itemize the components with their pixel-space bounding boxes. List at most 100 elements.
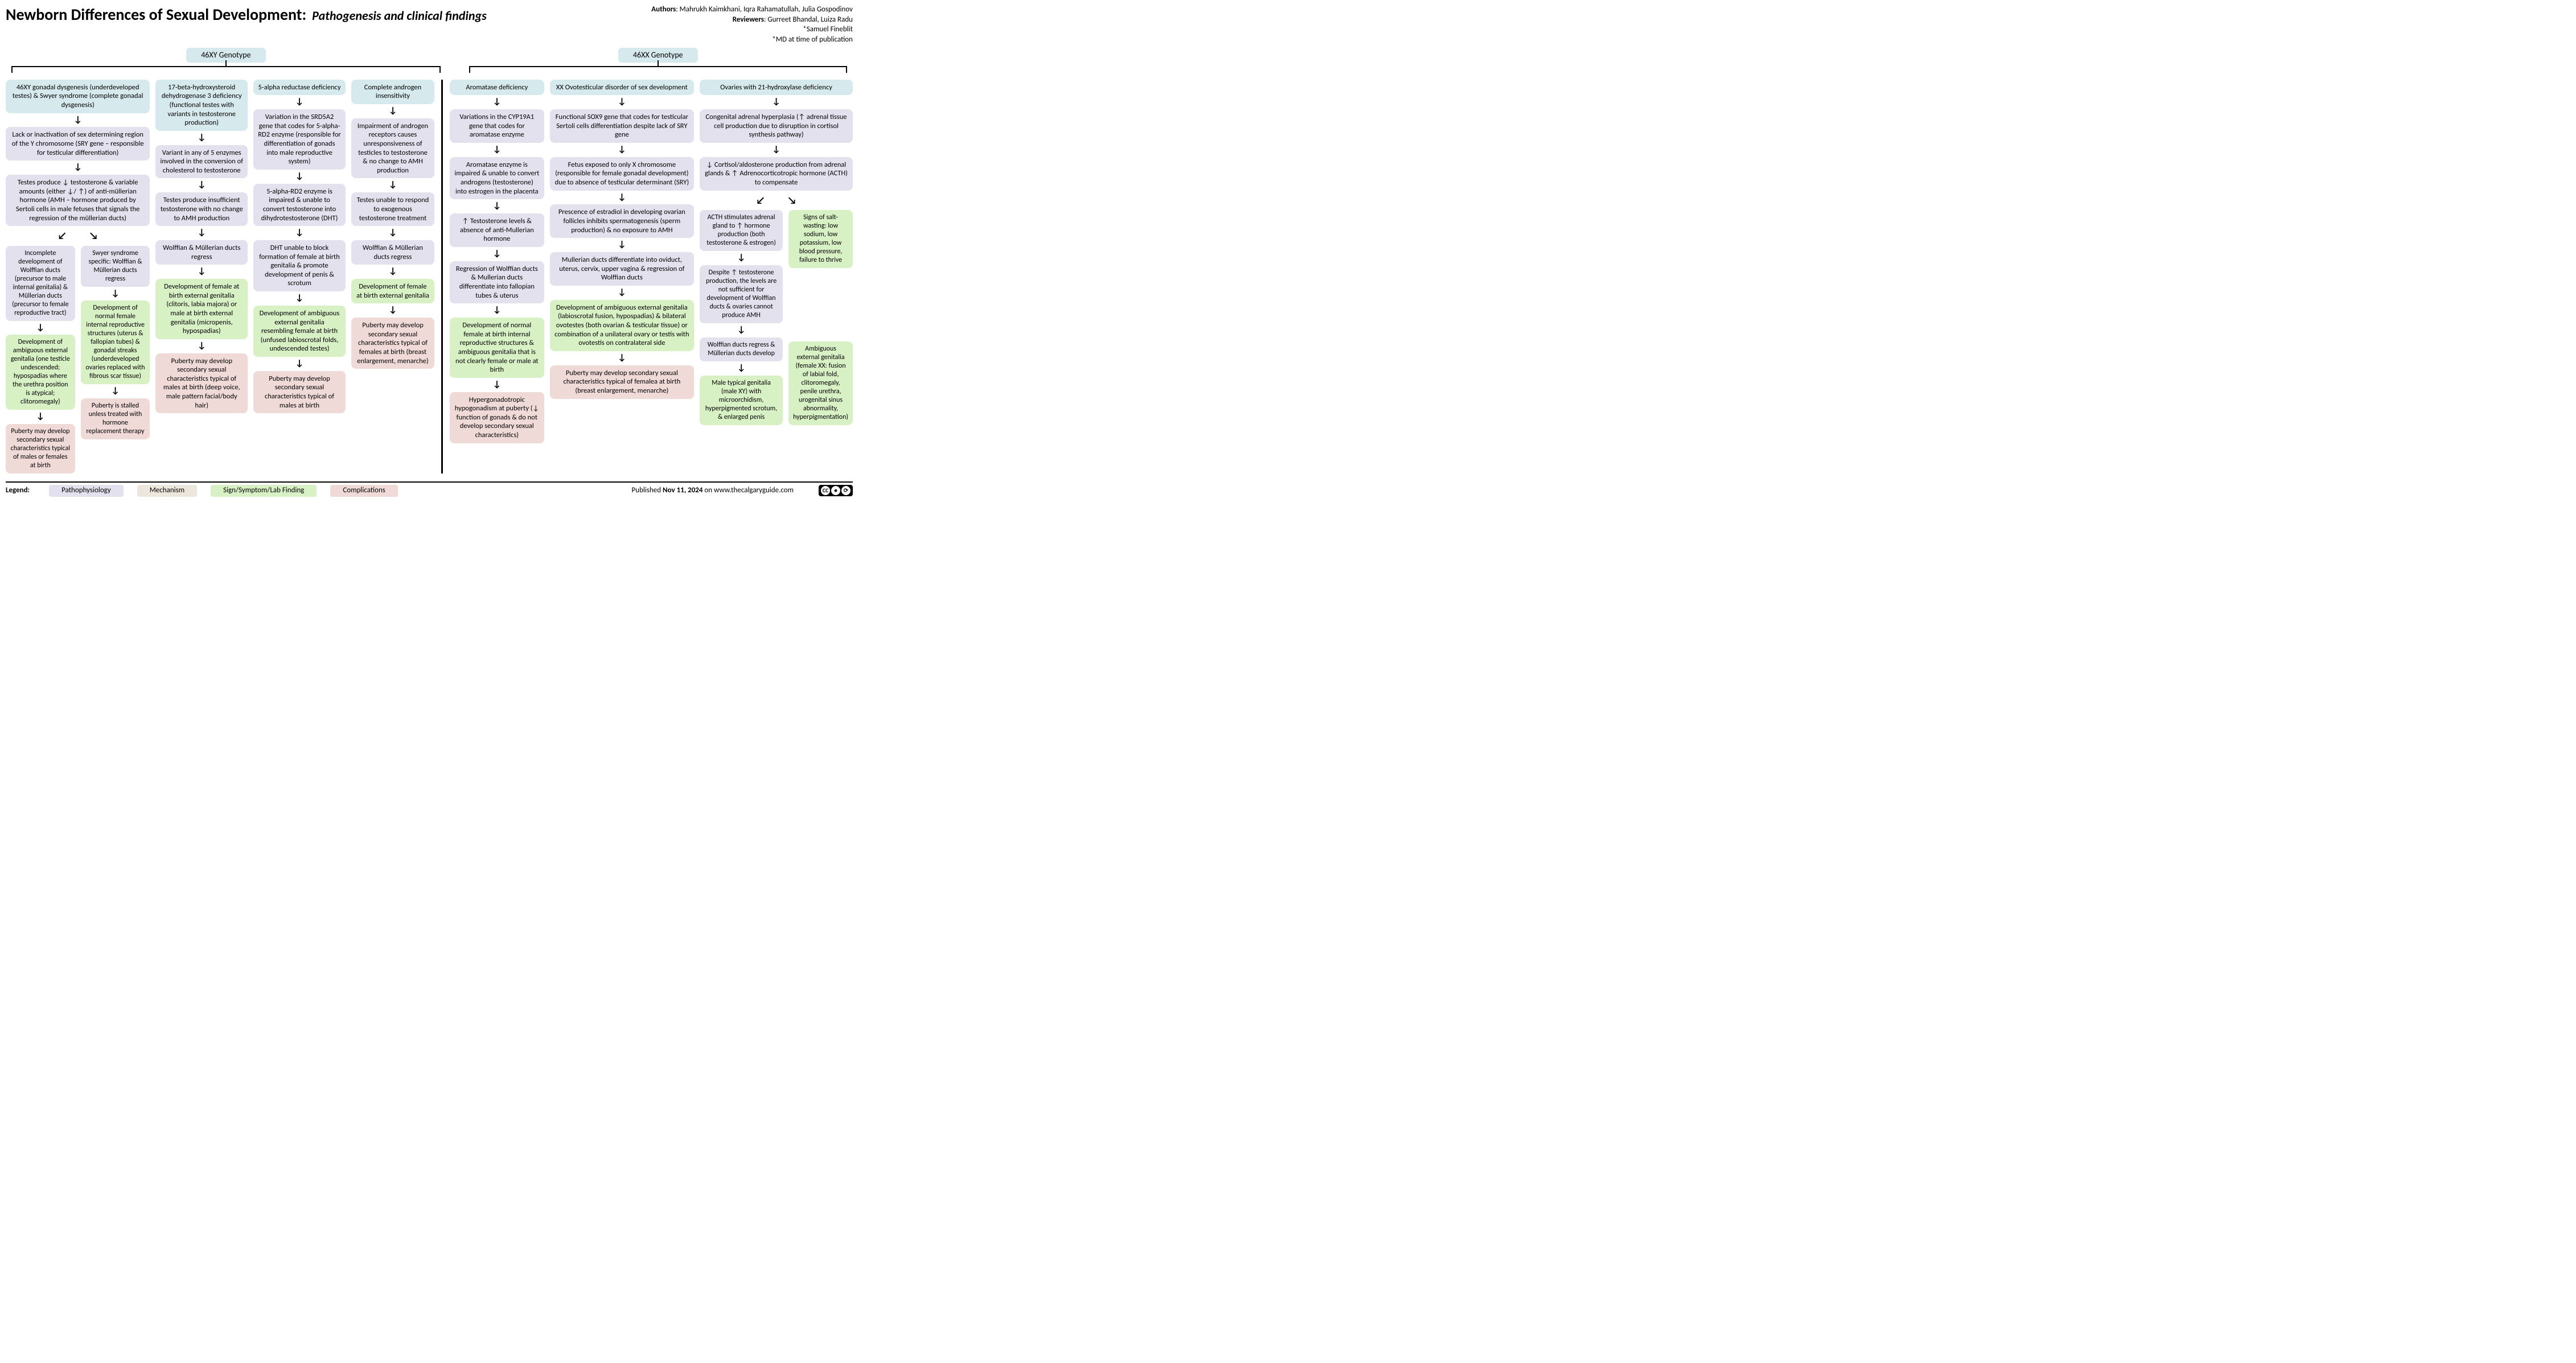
arrow-icon <box>618 355 626 362</box>
arrow-icon <box>295 98 303 106</box>
arrow-icon <box>737 254 745 262</box>
arrow-icon <box>198 182 206 189</box>
pathophys-box: Incomplete development of Wolffian ducts… <box>6 246 75 321</box>
arrow-icon <box>493 381 501 389</box>
cc-icon: CC ● ⟳ <box>819 485 853 496</box>
arrow-icon <box>493 203 501 210</box>
pathophys-box: DHT unable to block formation of female … <box>253 240 346 291</box>
pathophys-box: Mullerian ducts differentiate into ovidu… <box>550 252 694 286</box>
pathophys-box: Testes produce ↓ testosterone & variable… <box>6 175 150 226</box>
arrow-icon <box>389 182 397 189</box>
arrow-icon <box>198 134 206 142</box>
reviewers: Gurreet Bhandal, Luiza Radu <box>767 15 853 24</box>
sign-box: Ambiguous external genitalia (female XX:… <box>788 341 853 425</box>
legend-bar: Legend: Pathophysiology Mechanism Sign/S… <box>6 481 853 496</box>
sign-box: Signs of salt-wasting: low sodium, low p… <box>788 210 853 268</box>
condition-box: Complete androgen insensitivity <box>351 80 434 104</box>
published-text: Published Nov 11, 2024 on www.thecalgary… <box>632 486 794 495</box>
arrow-icon <box>111 388 119 395</box>
complication-box: Puberty may develop secondary sexual cha… <box>550 365 694 399</box>
legend-label: Legend: <box>6 486 30 495</box>
complication-box: Puberty may develop secondary sexual cha… <box>6 424 75 473</box>
arrow-icon <box>737 365 745 372</box>
legend-sign: Sign/Symptom/Lab Finding <box>211 485 317 496</box>
pathophys-box: Variation in the SRD5A2 gene that codes … <box>253 109 346 170</box>
pathophys-box: Testes produce insufficient testosterone… <box>155 192 248 226</box>
pathophys-box: Testes unable to respond to exogenous te… <box>351 192 434 226</box>
reviewers-label: Reviewers <box>733 15 764 24</box>
sign-box: Development of normal female internal re… <box>81 300 150 384</box>
pub-prefix: Published <box>632 486 663 495</box>
title-block: Newborn Differences of Sexual Developmen… <box>6 5 487 24</box>
pathophys-box: Wolffian & Müllerian ducts regress <box>351 240 434 265</box>
pathophys-box: Lack or inactivation of sex determining … <box>6 127 150 160</box>
arrow-icon <box>389 307 397 314</box>
condition-box: 46XY gonadal dysgenesis (underdeveloped … <box>6 80 150 113</box>
pathophys-box: Aromatase enzyme is impaired & unable to… <box>450 157 544 200</box>
col-ovotesticular: XX Ovotesticular disorder of sex develop… <box>550 80 694 399</box>
arrow-icon <box>198 268 206 275</box>
pathophys-box: Functional SOX9 gene that codes for test… <box>550 109 694 143</box>
share-icon: ⟳ <box>841 486 851 495</box>
arrow-icon <box>111 290 119 298</box>
pathophys-box: Wolffian & Müllerian ducts regress <box>155 240 248 265</box>
pathophys-box: Swyer syndrome specific: Wolffian & Müll… <box>81 246 150 287</box>
condition-box: 17-beta-hydroxysteroid dehydrogenase 3 d… <box>155 80 248 131</box>
arrow-icon <box>618 146 626 154</box>
person-icon: ● <box>831 486 840 495</box>
arrow-icon <box>198 229 206 237</box>
cc-label: CC <box>821 486 830 495</box>
arrow-icon <box>36 324 44 332</box>
pathophys-box: Impairment of androgen receptors causes … <box>351 118 434 179</box>
sign-box: Development of normal female at birth in… <box>450 318 544 378</box>
branch-icon: ↙↘ <box>733 194 819 207</box>
arrow-icon <box>618 289 626 297</box>
sign-box: Development of female at birth external … <box>351 279 434 303</box>
condition-box: 5-alpha reductase deficiency <box>253 80 346 96</box>
pathophys-box: Variations in the CYP19A1 gene that code… <box>450 109 544 143</box>
arrow-icon <box>73 164 81 171</box>
col-46xy-dysgenesis: 46XY gonadal dysgenesis (underdeveloped … <box>6 80 150 474</box>
branch-icon: ↙↘ <box>35 229 121 242</box>
col-21-hydroxylase: Ovaries with 21-hydroxylase deficiency C… <box>700 80 853 425</box>
authors-label: Authors <box>651 5 676 14</box>
authors: Mahrukh Kaimkhani, Iqra Rahamatullah, Ju… <box>680 5 853 14</box>
arrow-icon <box>493 98 501 106</box>
arrow-icon <box>493 146 501 154</box>
credits: Authors: Mahrukh Kaimkhani, Iqra Rahamat… <box>651 5 853 44</box>
arrow-icon <box>389 268 397 275</box>
complication-box: Puberty may develop secondary sexual cha… <box>155 353 248 414</box>
pathophys-box: Despite ↑ testosterone production, the l… <box>700 265 783 323</box>
arrow-icon <box>772 98 780 106</box>
sign-box: Development of ambiguous external genita… <box>6 335 75 410</box>
col-5alpha-reductase: 5-alpha reductase deficiency Variation i… <box>253 80 346 414</box>
sign-box: Development of ambiguous external genita… <box>550 300 694 351</box>
flow-columns: 46XY gonadal dysgenesis (underdeveloped … <box>6 80 853 474</box>
arrow-icon <box>618 194 626 201</box>
pathophys-box: 5-alpha-RD2 enzyme is impaired & unable … <box>253 184 346 227</box>
genotype-row: 46XY Genotype 46XX Genotype <box>6 48 853 74</box>
arrow-icon <box>295 173 303 180</box>
main-title: Newborn Differences of Sexual Developmen… <box>6 5 306 24</box>
condition-box: Aromatase deficiency <box>450 80 544 96</box>
sign-box: Male typical genitalia (male XY) with mi… <box>700 376 783 425</box>
col-17beta-hsd: 17-beta-hydroxysteroid dehydrogenase 3 d… <box>155 80 248 414</box>
genotype-divider <box>441 80 443 474</box>
sign-box: Development of ambiguous external genita… <box>253 306 346 357</box>
arrow-icon <box>389 229 397 237</box>
complication-box: Puberty may develop secondary sexual cha… <box>351 318 434 369</box>
pathophys-box: Prescence of estradiol in developing ova… <box>550 204 694 238</box>
complication-box: Puberty is stalled unless treated with h… <box>81 398 150 439</box>
arrow-icon <box>737 327 745 334</box>
complication-box: Puberty may develop secondary sexual cha… <box>253 371 346 414</box>
arrow-icon <box>295 229 303 237</box>
pathophys-box: Congenital adrenal hyperplasia (↑ adrena… <box>700 109 853 143</box>
col-androgen-insensitivity: Complete androgen insensitivity Impairme… <box>351 80 434 369</box>
pathophys-box: Variant in any of 5 enzymes involved in … <box>155 145 248 179</box>
pub-date: Nov 11, 2024 <box>663 486 702 495</box>
arrow-icon <box>493 307 501 314</box>
col-aromatase: Aromatase deficiency Variations in the C… <box>450 80 544 443</box>
sign-box: Development of female at birth external … <box>155 279 248 339</box>
arrow-icon <box>295 295 303 302</box>
complication-box: Hypergonadotropic hypogonadism at pubert… <box>450 392 544 443</box>
